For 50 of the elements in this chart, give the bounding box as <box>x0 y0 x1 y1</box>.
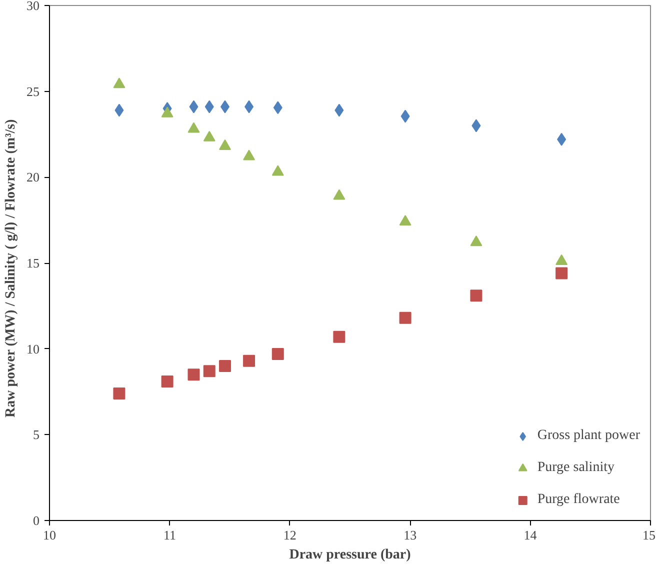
point <box>218 360 231 372</box>
x-tick-label: 13 <box>404 528 417 542</box>
point <box>472 119 481 132</box>
point <box>188 368 200 381</box>
point <box>470 290 482 302</box>
point <box>399 312 412 324</box>
x-axis-title: Draw pressure (bar) <box>289 548 412 562</box>
point <box>556 267 568 280</box>
legend-label: Gross plant power <box>537 428 640 444</box>
point <box>243 354 256 367</box>
y-tick-label: 15 <box>26 256 40 270</box>
point <box>244 100 254 114</box>
point <box>333 330 346 343</box>
point <box>220 100 230 114</box>
point <box>556 254 568 265</box>
point <box>218 139 231 150</box>
point <box>243 150 256 160</box>
x-tick-label: 10 <box>43 528 56 542</box>
y-tick-label: 25 <box>26 84 40 99</box>
y-tick-label: 30 <box>26 0 40 13</box>
point <box>334 104 344 117</box>
point <box>189 100 198 114</box>
point <box>114 104 124 117</box>
point <box>273 101 282 114</box>
y-tick-label: 20 <box>26 170 40 185</box>
point <box>113 78 126 88</box>
x-tick-label: 15 <box>642 528 656 542</box>
point <box>203 365 216 378</box>
y-axis-title: Raw power (MW) / Salinity ( g/l) / Flowrate (m³/s) <box>4 118 18 418</box>
point <box>161 106 174 118</box>
legend-label: Purge salinity <box>537 460 614 476</box>
y-tick-label: 5 <box>33 427 40 442</box>
point <box>188 122 200 133</box>
y-tick-label: 0 <box>33 513 40 528</box>
y-tick-label: 10 <box>26 341 40 356</box>
point <box>203 130 216 142</box>
x-tick-label: 14 <box>524 528 538 542</box>
point <box>470 236 482 246</box>
point <box>399 214 412 226</box>
point <box>272 348 284 360</box>
point <box>161 375 174 388</box>
point <box>272 165 284 176</box>
point <box>113 387 126 400</box>
point <box>204 100 214 114</box>
legend-label: Purge flowrate <box>537 492 620 508</box>
x-tick-label: 12 <box>283 528 296 542</box>
point <box>400 110 410 123</box>
x-tick-label: 11 <box>163 528 176 542</box>
point <box>333 189 346 200</box>
point <box>557 132 566 146</box>
